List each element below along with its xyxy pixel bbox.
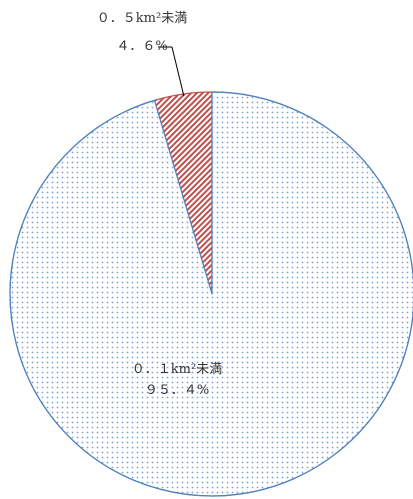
slice-1-leader-line xyxy=(171,46,185,97)
slice-2-label: ０．１km²未満 xyxy=(132,362,222,377)
slice-1-value-label: ４．６% xyxy=(116,39,167,54)
slice-1-label: ０．５km²未満 xyxy=(97,11,187,26)
slice-2-value-label: ９５．４% xyxy=(145,383,209,398)
pie-slice-2 xyxy=(9,91,413,497)
pie-outline xyxy=(9,91,413,497)
